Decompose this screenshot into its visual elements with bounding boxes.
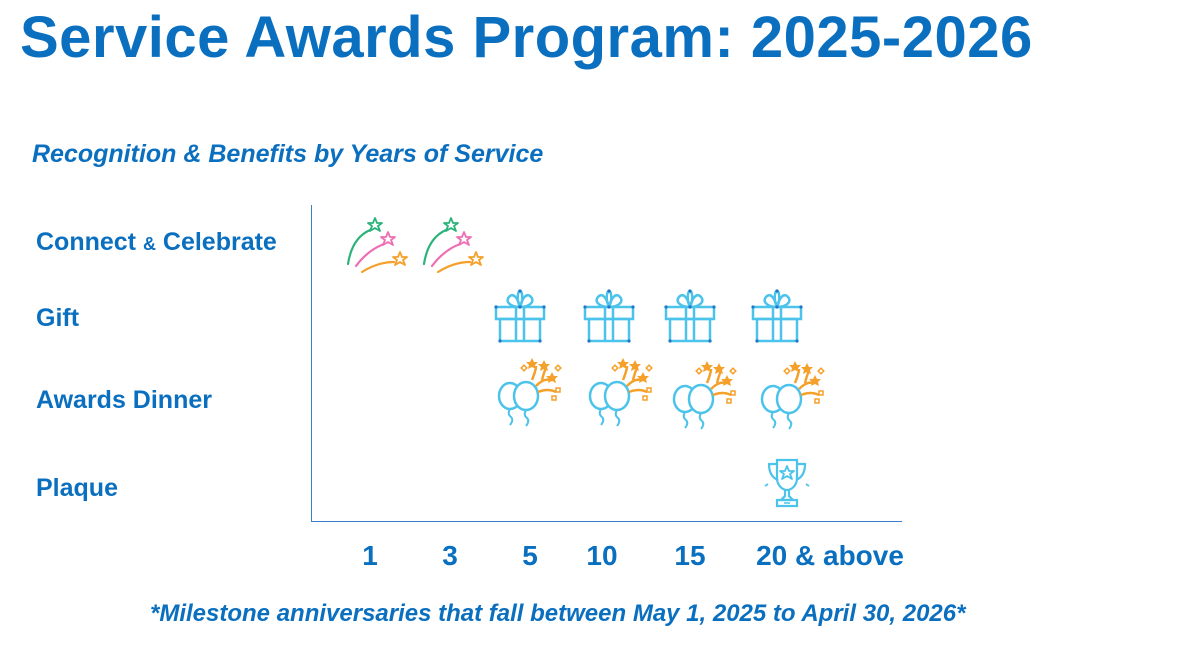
x-tick-3: 3 <box>442 540 458 571</box>
row-label-part: Connect <box>36 228 143 256</box>
fireworks-icon <box>422 216 484 274</box>
x-tick-5: 5 <box>522 540 538 571</box>
x-tick-10: 10 <box>586 540 618 571</box>
balloons-icon <box>760 359 826 431</box>
row-label-gift: Gift <box>36 304 80 332</box>
row-label-part: Celebrate <box>155 228 277 256</box>
x-axis-line <box>311 521 902 522</box>
x-tick-20-above: 20 & above <box>756 540 904 571</box>
row-label-plaque: Plaque <box>36 474 118 502</box>
chart-subtitle: Recognition & Benefits by Years of Servi… <box>32 140 544 168</box>
footnote: *Milestone anniversaries that fall betwe… <box>150 600 966 627</box>
balloons-icon <box>588 356 654 428</box>
row-label-awards-dinner: Awards Dinner <box>36 386 212 414</box>
fireworks-icon <box>346 216 408 274</box>
gift-icon <box>663 288 717 344</box>
gift-icon <box>582 288 636 344</box>
row-label-connect-celebrate: Connect & Celebrate <box>36 228 277 257</box>
x-tick-15: 15 <box>674 540 706 571</box>
gift-icon <box>750 288 804 344</box>
row-label-amp: & <box>142 234 156 254</box>
balloons-icon <box>497 356 563 428</box>
x-tick-1: 1 <box>362 540 378 571</box>
trophy-icon <box>763 458 811 508</box>
balloons-icon <box>672 359 738 431</box>
y-axis-line <box>311 205 312 522</box>
page-title: Service Awards Program: 2025-2026 <box>20 5 1033 70</box>
gift-icon <box>493 288 547 344</box>
